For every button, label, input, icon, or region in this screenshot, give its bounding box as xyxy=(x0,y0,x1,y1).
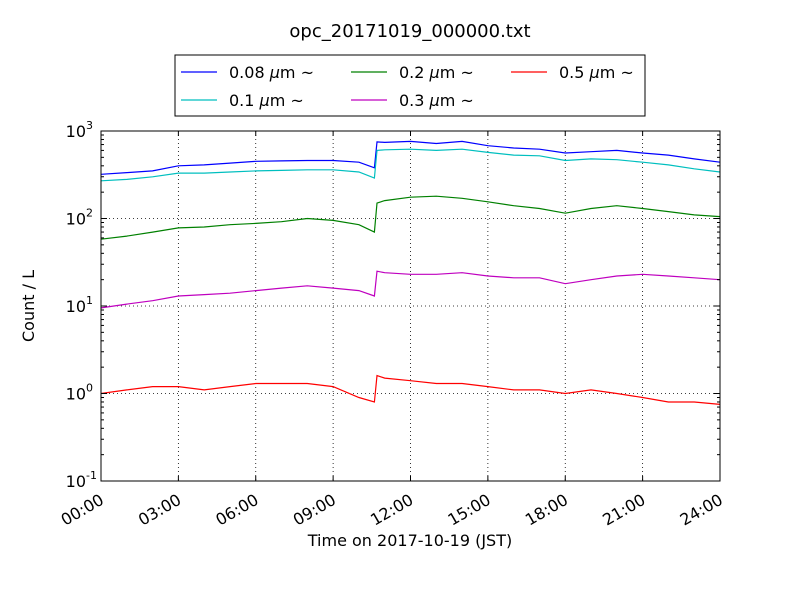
x-axis-label: Time on 2017-10-19 (JST) xyxy=(307,531,512,550)
chart-title: opc_20171019_000000.txt xyxy=(289,21,530,42)
y-tick-label-exp: 3 xyxy=(86,119,93,132)
y-tick-label: 10 0 xyxy=(66,382,93,404)
y-tick-label-base: 10 xyxy=(66,210,86,229)
y-tick-label: 10 -1 xyxy=(66,469,97,491)
legend-label: 0.3 μm ~ xyxy=(399,91,474,110)
y-tick-label-exp: -1 xyxy=(86,469,97,482)
y-tick-label-base: 10 xyxy=(66,297,86,316)
y-tick-label: 10 1 xyxy=(66,294,93,316)
y-tick-label: 10 3 xyxy=(66,119,93,141)
series-line-0-3 xyxy=(100,270,721,309)
series-line-0-08 xyxy=(100,140,721,175)
legend-item: 0.08 μm ~ xyxy=(181,63,314,82)
series-line-0-5 xyxy=(100,374,721,405)
y-tick-label: 10 2 xyxy=(66,207,93,229)
legend-label: 0.2 μm ~ xyxy=(399,63,474,82)
legend-item: 0.3 μm ~ xyxy=(351,91,474,110)
legend-label: 0.5 μm ~ xyxy=(559,63,634,82)
series-line-0-1 xyxy=(100,148,721,182)
legend-label: 0.08 μm ~ xyxy=(229,63,314,82)
y-tick-label-exp: 2 xyxy=(86,207,93,220)
series-layer xyxy=(100,140,721,405)
y-tick-label-base: 10 xyxy=(66,122,86,141)
y-axis-label: Count / L xyxy=(19,270,38,342)
legend: 0.08 μm ~ 0.1 μm ~ 0.2 μm ~ 0.3 μm ~ 0.5 μm … xyxy=(174,54,646,117)
ticks xyxy=(100,130,721,482)
legend-label: 0.1 μm ~ xyxy=(229,91,304,110)
legend-item: 0.5 μm ~ xyxy=(511,63,634,82)
y-tick-label-base: 10 xyxy=(66,385,86,404)
legend-box xyxy=(174,54,646,117)
legend-item: 0.2 μm ~ xyxy=(351,63,474,82)
y-tick-label-exp: 1 xyxy=(86,294,93,307)
plot-area xyxy=(100,130,721,482)
y-tick-label-exp: 0 xyxy=(86,382,93,395)
legend-item: 0.1 μm ~ xyxy=(181,91,304,110)
y-tick-label-base: 10 xyxy=(66,472,86,491)
series-line-0-2 xyxy=(100,195,721,240)
